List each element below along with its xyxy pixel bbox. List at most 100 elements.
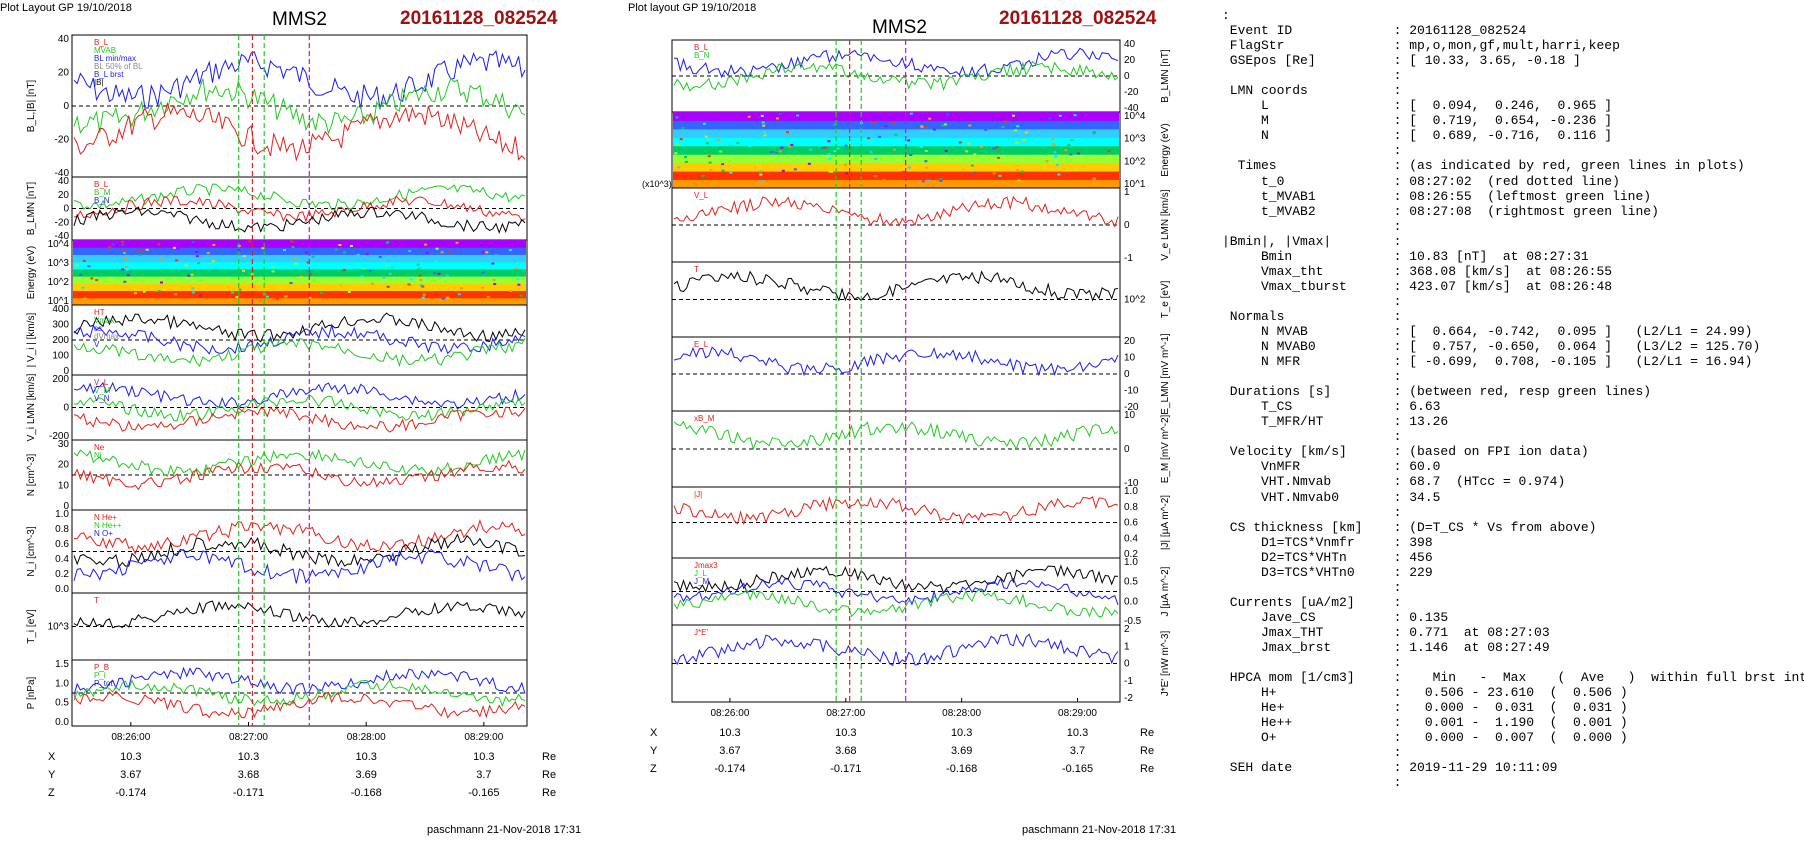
left-spectrogram-pixel: [191, 291, 195, 294]
mid-spectrogram-pixel: [694, 130, 698, 133]
left-ytick-label: -20: [55, 217, 70, 228]
mid-spectrogram-pixel: [941, 124, 945, 127]
mid-spectrogram-pixel: [778, 150, 782, 153]
mid-spectrogram-pixel: [944, 150, 948, 152]
mid-spectrogram-pixel: [1092, 177, 1096, 180]
left-spectrogram-pixel: [493, 283, 497, 286]
left-coord-value: 10.3: [120, 751, 141, 763]
left-coord-unit: Re: [542, 751, 556, 763]
left-spectrogram-pixel: [283, 249, 286, 252]
left-ytick-label: 200: [52, 335, 69, 346]
left-ytick-label: 0: [63, 204, 69, 215]
mid-coord-value: 3.7: [1070, 745, 1085, 757]
left-spectrogram-pixel: [90, 242, 94, 245]
mid-ytick-label: 0: [1124, 659, 1130, 670]
mid-spectrogram-pixel: [836, 147, 840, 150]
mid-legend-entry: B_L: [694, 43, 709, 52]
left-spectrogram-pixel: [271, 270, 275, 273]
mid-ytick-label: 1.0: [1124, 486, 1138, 497]
left-legend-entry: BL min/max: [94, 54, 136, 63]
left-spectrogram-pixel: [290, 240, 294, 243]
left-spectrogram-pixel: [519, 294, 523, 297]
mid-spectrogram-pixel: [684, 156, 687, 159]
mid-spectrogram-pixel: [1016, 125, 1020, 128]
left-ytick-label: 0.2: [55, 569, 69, 580]
mid-ytick-label: 0.6: [1124, 518, 1138, 529]
mid-spectrogram-pixel: [1024, 131, 1028, 134]
mid-spectrogram-pixel: [1015, 142, 1019, 144]
left-spectrogram-pixel: [368, 269, 372, 272]
mid-spectrogram-pixel: [828, 170, 832, 173]
left-spectrogram-pixel: [338, 285, 341, 288]
mid-series-line: [673, 589, 1119, 618]
mid-spectrogram-pixel: [1051, 138, 1055, 141]
left-spectrogram-pixel: [342, 268, 346, 271]
mid-spectrogram-pixel: [1092, 132, 1096, 135]
mid-ylabel: J*E' [nW m^-3]: [1160, 631, 1171, 697]
left-spectrogram-pixel: [481, 271, 485, 274]
left-series-line: [73, 338, 526, 368]
left-spectrogram-pixel: [81, 285, 85, 288]
left-ytick-label: 0: [63, 101, 69, 112]
left-legend-entry: V_N: [94, 394, 110, 403]
left-spectrogram-pixel: [81, 286, 85, 289]
mid-spectrogram-band: [673, 128, 1119, 138]
mid-spectrogram-pixel: [761, 121, 765, 124]
mid-legend-entry: E_L: [694, 340, 709, 349]
left-series-line: [73, 49, 526, 110]
left-spectrogram-pixel: [338, 244, 342, 246]
mid-spectrogram-pixel: [1055, 163, 1059, 166]
mid-spectrogram-pixel: [709, 168, 713, 171]
mid-spectrogram-pixel: [943, 123, 947, 126]
mid-spectrogram-pixel: [1070, 139, 1074, 142]
mid-spectrogram-pixel: [907, 139, 911, 142]
mid-spectrogram-pixel: [674, 152, 678, 155]
mid-spectrogram-pixel: [1058, 114, 1062, 117]
left-spectrogram-pixel: [174, 293, 178, 296]
mid-spectrogram-pixel: [892, 121, 896, 124]
left-legend-entry: P_i: [94, 671, 106, 680]
mid-spectrogram-pixel: [1107, 150, 1111, 153]
mid-legend-entry: V_L: [694, 191, 709, 200]
mid-spectrogram-pixel: [833, 123, 837, 126]
left-spectrogram-pixel: [155, 289, 158, 292]
mid-series-line: [673, 270, 1119, 302]
mid-spectrogram-pixel: [705, 142, 709, 145]
left-spectrogram-pixel: [308, 296, 312, 299]
left-spectrogram-pixel: [509, 290, 513, 292]
left-legend-entry: Ne: [94, 443, 105, 452]
left-spectrogram-pixel: [514, 267, 518, 269]
mid-ytick-label: 0.4: [1124, 533, 1138, 544]
mid-spectrogram-pixel: [729, 171, 733, 174]
mid-spectrogram-pixel: [882, 179, 886, 182]
left-spectrogram-pixel: [356, 253, 360, 256]
left-ytick-label: 10^1: [48, 296, 70, 307]
left-spectrogram-pixel: [122, 249, 126, 252]
left-spectrogram-band: [73, 240, 526, 248]
left-spectrogram-pixel: [291, 246, 295, 249]
left-spectrogram-pixel: [424, 243, 428, 246]
mid-spectrogram-pixel: [871, 121, 875, 124]
mid-spectrogram-pixel: [909, 154, 913, 156]
left-spectrogram-pixel: [133, 250, 137, 253]
left-spectrogram-pixel: [195, 255, 199, 258]
mid-spectrogram-pixel: [676, 143, 680, 146]
mid-spectrogram-pixel: [878, 135, 882, 138]
mid-coord-value: 10.3: [719, 727, 740, 739]
mid-spectrogram-pixel: [928, 117, 932, 120]
mid-spectrogram-pixel: [995, 146, 999, 149]
left-spectrogram-pixel: [123, 280, 127, 283]
left-series-line: [73, 679, 526, 708]
mid-ytick-label: -0.5: [1124, 616, 1142, 627]
mid-spectrogram-pixel: [1014, 129, 1018, 132]
left-spectrogram-pixel: [350, 245, 353, 247]
left-series-line: [73, 195, 526, 223]
left-spectrogram-pixel: [191, 241, 195, 244]
left-ytick-label: 40: [58, 176, 70, 187]
left-spectrogram-pixel: [198, 294, 202, 297]
left-ytick-label: 0.5: [55, 698, 69, 709]
left-legend-entry: Vmax: [94, 316, 114, 325]
left-spectrogram-pixel: [407, 283, 411, 286]
mid-spectrogram-pixel: [924, 126, 928, 129]
mid-spectrogram-pixel: [873, 158, 877, 160]
